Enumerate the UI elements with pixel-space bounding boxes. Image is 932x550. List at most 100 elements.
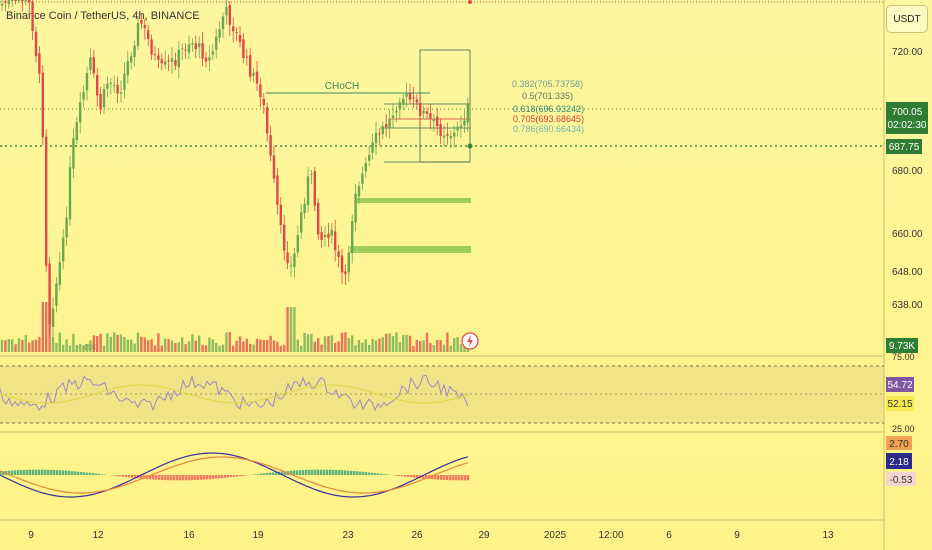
volume-bar <box>405 334 408 352</box>
candle-body <box>439 124 442 137</box>
candle-body <box>317 202 320 235</box>
volume-bar <box>143 337 146 352</box>
volume-bar <box>177 342 180 352</box>
price-axis[interactable]: 720.00 680.00 660.00 648.00 638.00 700.0… <box>886 47 928 486</box>
macd-histogram-bar <box>178 475 182 481</box>
candle-body <box>113 85 116 87</box>
macd-histogram-bar <box>310 469 314 475</box>
macd-histogram-bar <box>316 469 320 475</box>
macd-histogram-bar <box>172 475 176 481</box>
volume-bar <box>337 341 340 352</box>
volume-bar <box>62 344 65 352</box>
volume-bar <box>334 342 337 352</box>
macd-histogram-bar <box>340 470 344 475</box>
volume-bar <box>96 335 99 352</box>
candle-body <box>361 173 364 184</box>
candle-body <box>368 155 371 161</box>
macd-histogram-bar <box>52 469 56 475</box>
candle-body <box>283 224 286 251</box>
candle-body <box>211 51 214 55</box>
macd-histogram-bar <box>58 470 62 475</box>
candle-body <box>92 57 95 74</box>
candle-body <box>191 43 194 45</box>
volume-bar <box>92 335 95 352</box>
volume-bar <box>208 337 211 352</box>
volume-bar <box>215 342 218 352</box>
macd-histogram-bar <box>358 471 362 475</box>
volume-bar <box>252 344 255 352</box>
macd-histogram-bar <box>235 475 239 477</box>
volume-bar <box>361 342 364 352</box>
candle-body <box>259 84 262 98</box>
price-tick: 680.00 <box>892 166 923 177</box>
volume-bar <box>4 340 7 352</box>
macd-histogram-bar <box>256 474 260 475</box>
volume-bar <box>306 334 310 352</box>
candle-body <box>62 237 65 262</box>
currency-button[interactable]: USDT <box>886 5 928 33</box>
candle-body <box>208 57 211 61</box>
candle-body <box>126 61 129 76</box>
macd-histogram-bar <box>295 470 299 475</box>
macd-histogram-bar <box>286 470 290 475</box>
time-axis[interactable]: 9 12 16 19 23 26 29 2025 12:00 6 9 13 <box>28 530 834 541</box>
macd-histogram-bar <box>421 475 425 479</box>
candle-body <box>17 0 21 1</box>
macd-histogram-bar <box>466 475 470 481</box>
choch-label: CHoCH <box>325 81 359 92</box>
candle-body <box>143 25 146 29</box>
macd-histogram-bar <box>46 469 50 475</box>
rsi-group <box>0 374 469 412</box>
volume-bar <box>459 344 463 352</box>
volume-bar <box>184 344 187 352</box>
macd-histogram-bar <box>352 471 356 475</box>
volume-bar <box>442 344 446 352</box>
volume-bar <box>279 345 282 352</box>
macd-value-tag: 2.18 <box>889 457 909 468</box>
candle-body <box>116 84 119 94</box>
volume-bar <box>82 345 85 352</box>
lightning-icon[interactable] <box>461 332 479 350</box>
volume-bar <box>136 332 140 352</box>
macd-histogram-bar <box>73 471 77 475</box>
volume-bar <box>11 339 14 352</box>
candle-body <box>119 92 123 94</box>
time-tick: 12 <box>92 530 104 541</box>
macd-histogram-bar <box>82 472 86 475</box>
macd-line <box>0 452 469 498</box>
macd-histogram-bar <box>304 469 308 475</box>
volume-bar <box>310 333 313 352</box>
volume-bar <box>85 344 89 352</box>
fib-05: 0.5(701.335) <box>522 91 573 101</box>
candle-body <box>147 30 150 40</box>
fib-0705: 0.705(693.68645) <box>513 114 584 124</box>
candle-body <box>198 43 201 48</box>
macd-group <box>0 452 470 498</box>
macd-histogram-bar <box>322 469 326 475</box>
candle-body <box>153 53 157 55</box>
volume-bar <box>164 338 167 352</box>
macd-histogram-bar <box>169 475 173 481</box>
volume-bar <box>412 345 415 352</box>
candle-body <box>201 43 204 59</box>
macd-histogram-bar <box>337 470 341 475</box>
volume-bar <box>45 302 48 352</box>
volume-bar <box>147 340 150 352</box>
macd-histogram-bar <box>349 470 353 475</box>
volume-bar <box>313 341 316 352</box>
time-tick: 13 <box>822 530 834 541</box>
macd-histogram-bar <box>40 469 44 475</box>
macd-signal-tag: 2.70 <box>889 439 909 450</box>
volume-bar <box>102 345 106 352</box>
macd-histogram-bar <box>343 470 347 475</box>
level-tag: 687.75 <box>889 142 920 153</box>
time-tick: 2025 <box>544 530 567 541</box>
macd-histogram-bar <box>439 475 443 480</box>
candle-body <box>429 113 432 119</box>
candle-body <box>374 132 378 144</box>
macd-histogram-bar <box>364 472 368 475</box>
volume-bar <box>425 332 429 352</box>
candle-body <box>109 82 112 84</box>
macd-histogram-bar <box>460 475 464 481</box>
